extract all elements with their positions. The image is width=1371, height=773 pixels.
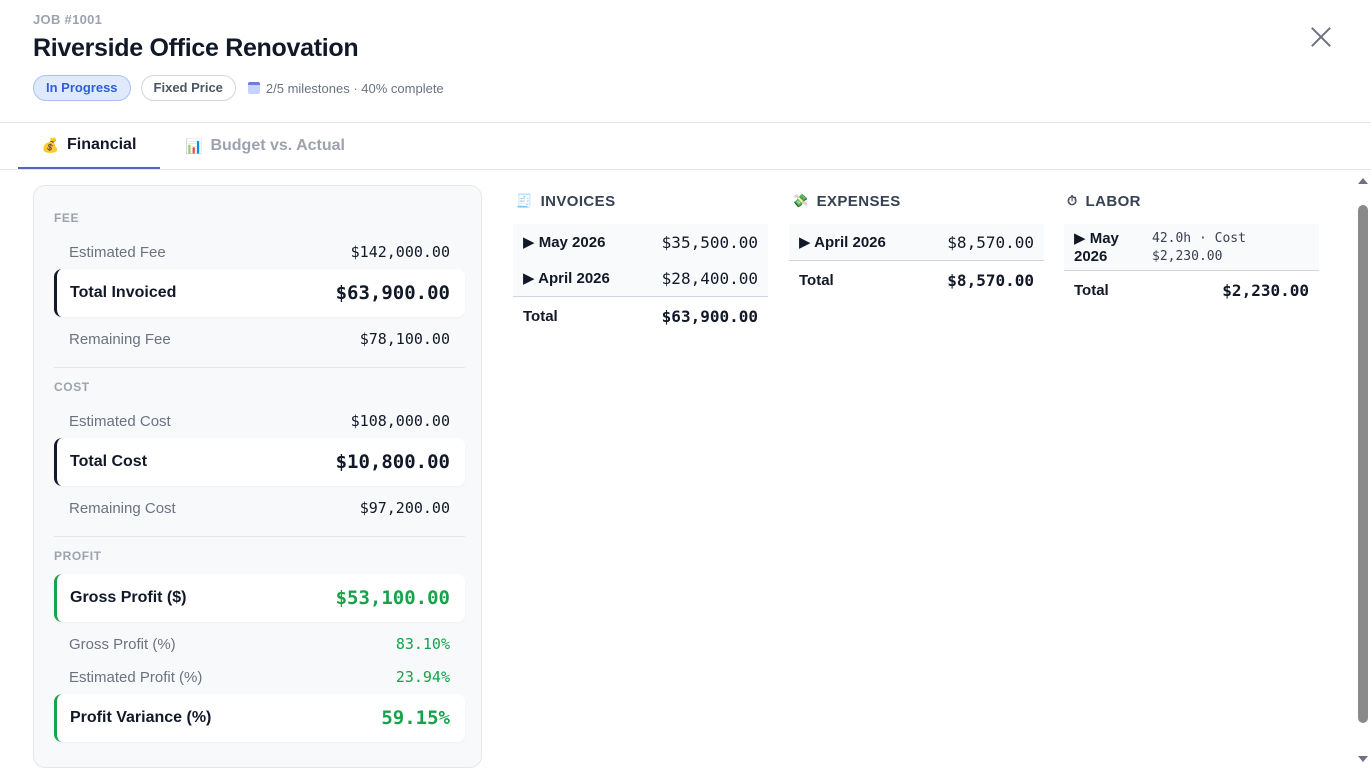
section-divider: [54, 367, 465, 368]
gross-profit-amount-label: Gross Profit ($): [70, 589, 187, 606]
scroll-up-arrow-icon[interactable]: [1358, 178, 1368, 184]
labor-month-line1: ▶ May: [1074, 230, 1119, 247]
gross-profit-percent-row: Gross Profit (%) 83.10%: [54, 628, 465, 660]
profit-variance-value: 59.15%: [381, 707, 450, 729]
expenses-title: EXPENSES: [816, 192, 901, 210]
labor-panel: ⏱ LABOR ▶ May 2026 42.0h · Cost $2,230.0…: [1064, 188, 1319, 309]
scroll-down-arrow-icon[interactable]: [1358, 756, 1368, 762]
total-cost-value: $10,800.00: [335, 451, 450, 473]
job-number: JOB #1001: [33, 12, 103, 27]
header-badges: In Progress Fixed Price 2/5 milestones ·…: [33, 75, 444, 101]
bar-chart-icon: 📊: [185, 137, 203, 154]
labor-month-line2: 2026: [1074, 248, 1108, 265]
gross-profit-percent-value: 83.10%: [395, 635, 450, 653]
cost-section-label: COST: [54, 380, 90, 394]
section-divider: [54, 536, 465, 537]
profit-variance-row: Profit Variance (%) 59.15%: [54, 694, 465, 742]
status-badge: In Progress: [33, 75, 131, 101]
invoices-panel: 🧾 INVOICES ▶ May 2026 $35,500.00 ▶ April…: [513, 188, 768, 335]
labor-title: LABOR: [1085, 192, 1141, 210]
invoices-total-row: Total $63,900.00: [513, 296, 768, 335]
expenses-total-label: Total: [799, 271, 834, 289]
milestone-progress-text: 2/5 milestones · 40% complete: [265, 80, 444, 96]
profit-variance-label: Profit Variance (%): [70, 709, 212, 726]
estimated-fee-value: $142,000.00: [350, 243, 450, 261]
expense-month-row[interactable]: ▶ April 2026 $8,570.00: [789, 224, 1044, 260]
money-bag-icon: 💰: [41, 136, 60, 153]
tab-financial[interactable]: 💰 Financial: [18, 123, 160, 169]
estimated-fee-label: Estimated Fee: [69, 243, 166, 261]
tab-bar: 💰 Financial 📊 Budget vs. Actual: [0, 123, 1371, 170]
estimated-cost-label: Estimated Cost: [69, 412, 171, 430]
invoice-month: ▶ April 2026: [523, 270, 610, 287]
receipt-icon: 🧾: [516, 193, 533, 208]
stopwatch-icon: ⏱: [1067, 193, 1078, 208]
labor-detail: 42.0h · Cost $2,230.00: [1152, 230, 1246, 266]
invoice-month: ▶ May 2026: [523, 234, 606, 251]
tab-budget-vs-actual-label: Budget vs. Actual: [210, 137, 345, 154]
total-invoiced-label: Total Invoiced: [70, 284, 177, 301]
total-invoiced-value: $63,900.00: [335, 282, 450, 304]
expenses-panel: 💸 EXPENSES ▶ April 2026 $8,570.00 Total …: [789, 188, 1044, 299]
invoice-month-row[interactable]: ▶ April 2026 $28,400.00: [513, 260, 768, 296]
labor-cost-value: $2,230.00: [1152, 249, 1223, 264]
estimated-profit-percent-row: Estimated Profit (%) 23.94%: [54, 661, 465, 693]
expense-month: ▶ April 2026: [799, 234, 886, 251]
estimated-cost-row: Estimated Cost $108,000.00: [54, 405, 465, 437]
invoices-total-label: Total: [523, 307, 558, 325]
total-cost-label: Total Cost: [70, 453, 148, 470]
invoices-total-value: $63,900.00: [661, 306, 758, 326]
labor-month-row[interactable]: ▶ May 2026 42.0h · Cost $2,230.00: [1064, 224, 1319, 270]
remaining-fee-value: $78,100.00: [359, 330, 450, 348]
invoice-month-row[interactable]: ▶ May 2026 $35,500.00: [513, 224, 768, 260]
financial-summary-card: FEE Estimated Fee $142,000.00 Total Invo…: [33, 185, 482, 768]
expenses-header: 💸 EXPENSES: [789, 188, 1044, 214]
tab-budget-vs-actual[interactable]: 📊 Budget vs. Actual: [185, 123, 345, 169]
labor-total-row: Total $2,230.00: [1064, 270, 1319, 309]
remaining-cost-value: $97,200.00: [359, 499, 450, 517]
gross-profit-amount-row: Gross Profit ($) $53,100.00: [54, 574, 465, 622]
fee-section-label: FEE: [54, 211, 80, 225]
estimated-cost-value: $108,000.00: [350, 412, 450, 430]
expenses-total-row: Total $8,570.00: [789, 260, 1044, 299]
total-cost-row: Total Cost $10,800.00: [54, 438, 465, 486]
tab-financial-label: Financial: [67, 136, 137, 153]
contract-type-badge: Fixed Price: [140, 75, 236, 101]
labor-total-value: $2,230.00: [1222, 280, 1309, 300]
gross-profit-percent-label: Gross Profit (%): [69, 635, 176, 653]
gross-profit-amount-value: $53,100.00: [335, 587, 450, 609]
estimated-profit-percent-value: 23.94%: [395, 668, 450, 686]
expenses-total-value: $8,570.00: [947, 270, 1034, 290]
calendar-icon: [247, 82, 260, 94]
estimated-fee-row: Estimated Fee $142,000.00: [54, 236, 465, 268]
invoices-header: 🧾 INVOICES: [513, 188, 768, 214]
labor-list: ▶ May 2026 42.0h · Cost $2,230.00 Total …: [1064, 224, 1319, 309]
expense-amount: $8,570.00: [947, 232, 1034, 252]
scrollbar-thumb[interactable]: [1358, 205, 1368, 723]
estimated-profit-percent-label: Estimated Profit (%): [69, 668, 203, 686]
remaining-fee-row: Remaining Fee $78,100.00: [54, 323, 465, 355]
expenses-list: ▶ April 2026 $8,570.00 Total $8,570.00: [789, 224, 1044, 299]
modal-header: JOB #1001 Riverside Office Renovation In…: [0, 0, 1371, 123]
remaining-cost-label: Remaining Cost: [69, 499, 176, 517]
invoices-list: ▶ May 2026 $35,500.00 ▶ April 2026 $28,4…: [513, 224, 768, 335]
remaining-cost-row: Remaining Cost $97,200.00: [54, 492, 465, 524]
labor-header: ⏱ LABOR: [1064, 188, 1319, 214]
close-icon[interactable]: [1306, 22, 1336, 52]
invoices-title: INVOICES: [540, 192, 616, 210]
profit-section-label: PROFIT: [54, 549, 102, 563]
invoice-amount: $28,400.00: [661, 268, 758, 288]
labor-hours-cost: 42.0h · Cost: [1152, 231, 1246, 246]
remaining-fee-label: Remaining Fee: [69, 330, 171, 348]
page-title: Riverside Office Renovation: [33, 34, 359, 62]
milestone-progress: 2/5 milestones · 40% complete: [247, 80, 444, 96]
invoice-amount: $35,500.00: [661, 232, 758, 252]
total-invoiced-row: Total Invoiced $63,900.00: [54, 269, 465, 317]
labor-month: ▶ May 2026: [1074, 230, 1138, 266]
money-wings-icon: 💸: [792, 193, 809, 208]
labor-total-label: Total: [1074, 281, 1109, 299]
